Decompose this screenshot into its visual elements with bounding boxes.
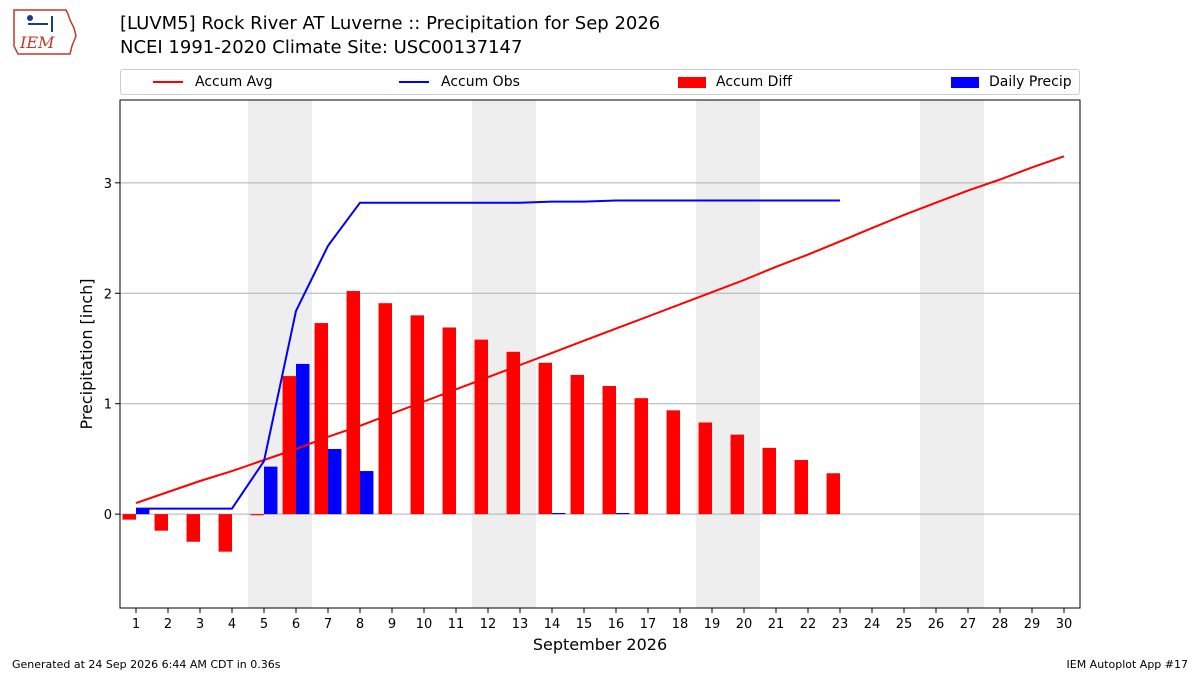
x-tick-label: 27 xyxy=(960,617,977,632)
chart-subtitle: NCEI 1991-2020 Climate Site: USC00137147 xyxy=(120,37,523,58)
x-tick-label: 28 xyxy=(992,617,1009,632)
accum-diff-bar xyxy=(826,473,840,515)
daily-precip-bar xyxy=(136,508,150,515)
x-tick-label: 18 xyxy=(672,617,689,632)
accum-diff-bar xyxy=(506,351,520,515)
accum-diff-bar xyxy=(218,514,232,552)
x-tick-label: 20 xyxy=(736,617,753,632)
x-tick-label: 30 xyxy=(1056,617,1073,632)
legend-label: Daily Precip xyxy=(989,74,1072,90)
accum-avg-line xyxy=(135,155,1065,505)
x-tick-label: 24 xyxy=(864,617,881,632)
chart-title: [LUVM5] Rock River AT Luverne :: Precipi… xyxy=(120,13,661,34)
x-tick-label: 8 xyxy=(356,617,364,632)
legend-swatch xyxy=(678,76,706,88)
legend-label: Accum Diff xyxy=(716,74,793,90)
iem-logo: IEM xyxy=(13,9,77,55)
x-tick-label: 6 xyxy=(292,617,300,632)
x-tick-label: 22 xyxy=(800,617,817,632)
legend-swatch xyxy=(399,81,429,83)
daily-precip-bar xyxy=(552,513,566,515)
y-tick-label: 3 xyxy=(104,177,112,192)
y-tick-label: 0 xyxy=(104,508,112,523)
x-tick-label: 13 xyxy=(512,617,529,632)
accum-diff-bar xyxy=(762,447,776,515)
daily-precip-bar xyxy=(616,513,630,515)
weekend-shade xyxy=(696,100,760,608)
x-tick-label: 11 xyxy=(448,617,465,632)
accum-diff-bar xyxy=(186,514,200,542)
accum-diff-bar xyxy=(346,291,360,515)
x-tick-label: 25 xyxy=(896,617,913,632)
daily-precip-bar xyxy=(296,363,310,515)
legend-item-accum-diff: Accum Diff xyxy=(678,70,792,94)
x-tick-label: 14 xyxy=(544,617,561,632)
legend-swatch xyxy=(951,76,979,88)
legend-item-accum-avg: Accum Avg xyxy=(153,70,273,94)
accum-diff-bar xyxy=(474,339,488,515)
x-tick-label: 23 xyxy=(832,617,849,632)
legend: Accum Avg Accum Obs Accum Diff Daily Pre… xyxy=(120,69,1080,95)
x-axis-label: September 2026 xyxy=(533,635,667,654)
x-tick-label: 12 xyxy=(480,617,497,632)
accum-diff-bar xyxy=(666,410,680,515)
accum-diff-bar xyxy=(410,315,424,515)
accum-diff-bar xyxy=(282,376,296,515)
logo-text: IEM xyxy=(19,33,55,52)
accum-diff-bar xyxy=(634,398,648,515)
accum-diff-bar xyxy=(154,514,168,531)
legend-swatch xyxy=(153,81,183,83)
accum-diff-bar xyxy=(122,514,136,520)
x-tick-label: 4 xyxy=(228,617,236,632)
accum-diff-bar xyxy=(314,323,328,515)
x-tick-label: 2 xyxy=(164,617,172,632)
accum-diff-bar xyxy=(250,514,264,516)
generated-footer: Generated at 24 Sep 2026 6:44 AM CDT in … xyxy=(12,658,281,671)
x-tick-label: 29 xyxy=(1024,617,1041,632)
x-tick-label: 19 xyxy=(704,617,721,632)
x-tick-label: 21 xyxy=(768,617,785,632)
accum-diff-bar xyxy=(570,374,584,515)
accum-diff-bar xyxy=(442,327,456,515)
accum-diff-bar xyxy=(538,362,552,515)
x-tick-label: 5 xyxy=(260,617,268,632)
daily-precip-bar xyxy=(328,448,342,515)
daily-precip-bar xyxy=(264,466,278,515)
y-tick-label: 2 xyxy=(104,287,112,302)
accum-diff-bar xyxy=(794,460,808,515)
weekend-shade xyxy=(920,100,984,608)
x-tick-label: 10 xyxy=(416,617,433,632)
y-tick-label: 1 xyxy=(104,398,112,413)
accum-diff-bar xyxy=(730,434,744,515)
x-tick-label: 1 xyxy=(132,617,140,632)
x-tick-label: 15 xyxy=(576,617,593,632)
legend-item-daily-precip: Daily Precip xyxy=(951,70,1072,94)
accum-diff-bar xyxy=(602,386,616,515)
plot-frame xyxy=(119,99,1081,609)
legend-label: Accum Obs xyxy=(441,74,520,90)
legend-item-accum-obs: Accum Obs xyxy=(399,70,520,94)
app-footer: IEM Autoplot App #17 xyxy=(1066,658,1189,671)
daily-precip-bar xyxy=(360,471,374,515)
x-tick-label: 7 xyxy=(324,617,332,632)
x-tick-label: 9 xyxy=(388,617,396,632)
x-tick-label: 26 xyxy=(928,617,945,632)
legend-label: Accum Avg xyxy=(195,74,273,90)
weekend-shade xyxy=(248,100,312,608)
accum-diff-bar xyxy=(698,422,712,515)
x-tick-label: 3 xyxy=(196,617,204,632)
accum-diff-bar xyxy=(378,303,392,515)
x-tick-label: 17 xyxy=(640,617,657,632)
accum-obs-line xyxy=(136,199,840,510)
y-axis-label: Precipitation [inch] xyxy=(77,278,96,429)
x-tick-label: 16 xyxy=(608,617,625,632)
